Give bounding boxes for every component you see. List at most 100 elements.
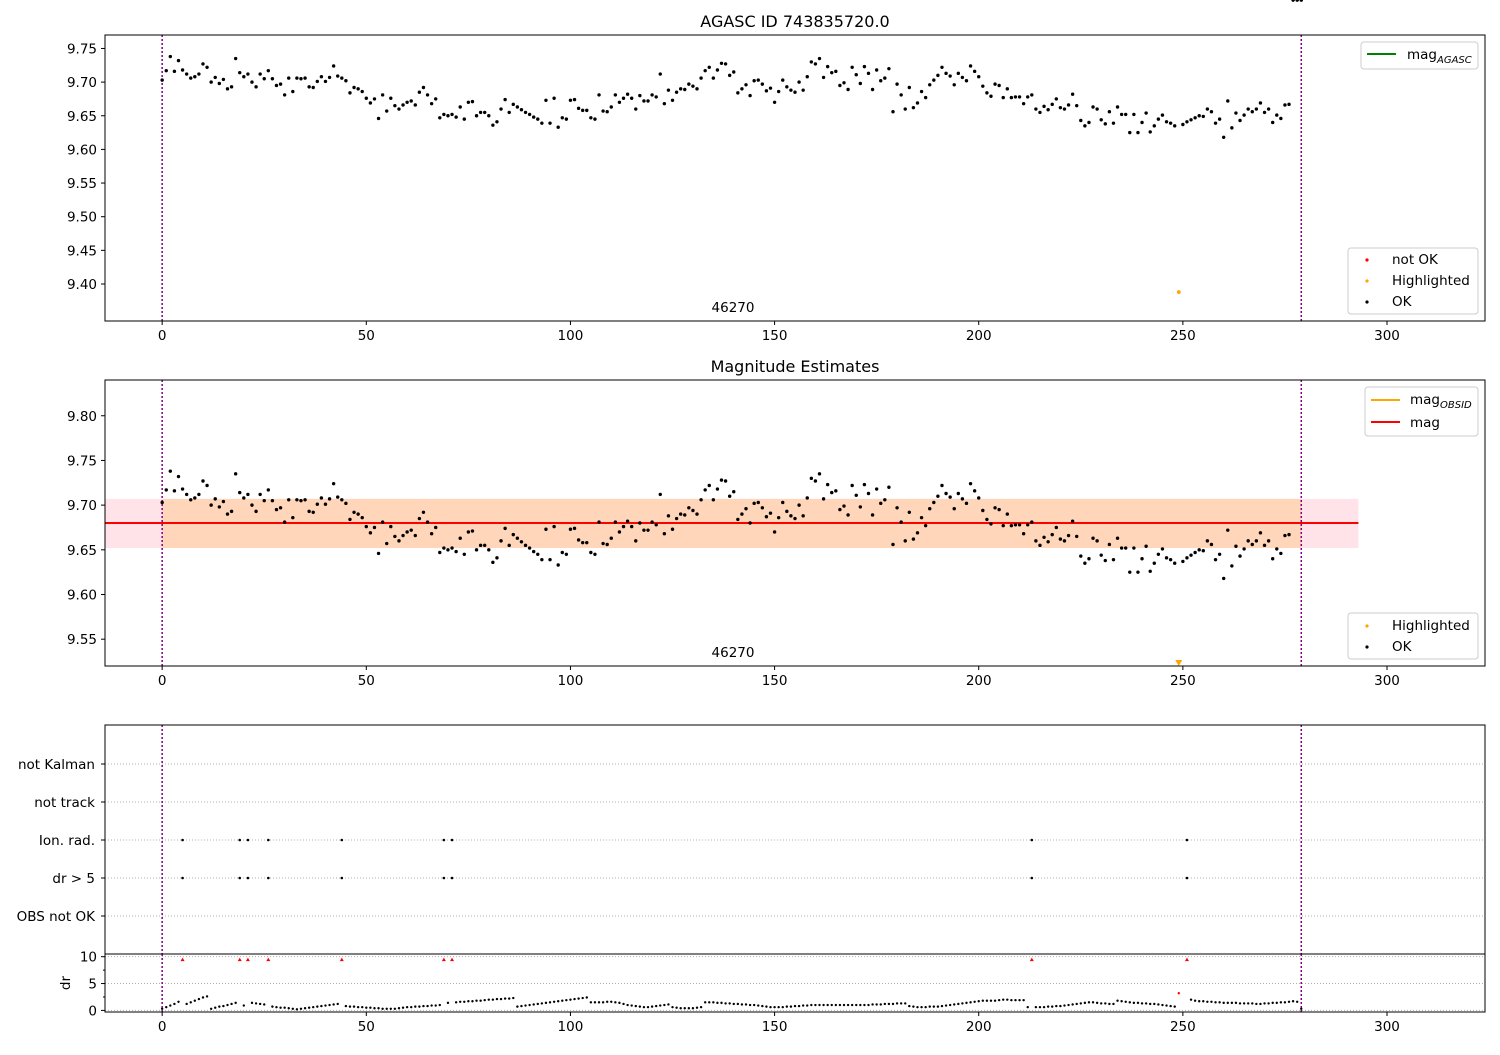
ok-point [1070, 92, 1075, 96]
ok-point [862, 64, 867, 69]
ok-point [336, 495, 340, 499]
ok-point [589, 116, 593, 120]
ok-point [981, 508, 985, 513]
ok-point [1079, 554, 1083, 558]
dr-point [1238, 1002, 1242, 1005]
p2-ytick-label: 9.60 [67, 588, 97, 604]
dr-point [577, 997, 580, 1000]
flag-point [267, 876, 270, 880]
ok-point [344, 501, 348, 506]
ok-point [250, 503, 254, 507]
ok-point [891, 542, 895, 547]
ok-point [536, 552, 540, 556]
ok-point [993, 82, 997, 86]
dr-point [463, 1000, 466, 1003]
dr-point [495, 997, 499, 1001]
p2-ytick-label: 9.70 [67, 498, 97, 514]
ok-point [1246, 107, 1250, 111]
p4-xtick-label: 200 [966, 1019, 992, 1035]
ok-point [327, 497, 332, 501]
ok-point [748, 93, 752, 98]
dr-point [1120, 1000, 1123, 1003]
ok-point [1275, 547, 1279, 551]
ok-point [915, 531, 920, 535]
flag-point [246, 876, 250, 880]
ok-point [580, 108, 585, 113]
ok-point [662, 532, 667, 536]
ok-point [438, 116, 442, 120]
ok-point [719, 478, 724, 482]
ok-point [466, 530, 471, 534]
dr-point [1132, 1001, 1136, 1005]
ok-point [895, 82, 899, 86]
ok-point [1160, 547, 1165, 551]
flag-point [181, 838, 184, 842]
dr-point [250, 1001, 254, 1005]
ok-point [1262, 543, 1267, 548]
ok-point [1030, 93, 1034, 97]
dr-point [369, 1006, 372, 1009]
ok-point [1295, 0, 1299, 2]
ok-point [417, 90, 422, 94]
ok-point [654, 523, 658, 527]
ok-point [915, 101, 920, 105]
dr-point [589, 1001, 593, 1004]
ok-point [1075, 534, 1079, 539]
ok-point [956, 71, 961, 76]
ok-point [1066, 533, 1071, 538]
ok-point [797, 80, 801, 84]
ok-point [1181, 559, 1185, 564]
ok-point [580, 540, 585, 545]
dr-point [1246, 1002, 1250, 1005]
ok-point [503, 97, 507, 102]
ok-point [307, 509, 311, 514]
ok-point [511, 532, 515, 537]
dr-point [683, 1007, 686, 1010]
ok-point [1132, 546, 1136, 550]
dr-point [712, 1001, 715, 1004]
ok-point [458, 536, 462, 540]
ok-point [1262, 110, 1267, 115]
dr-point [1104, 1002, 1107, 1005]
ok-point [813, 62, 818, 66]
ok-point [1283, 103, 1287, 107]
ok-point [1213, 121, 1218, 125]
dr-point [1267, 1002, 1270, 1005]
ok-point [940, 65, 944, 70]
ok-point [944, 491, 948, 496]
ok-point [217, 81, 222, 86]
ok-point [1091, 536, 1095, 540]
ok-point [238, 490, 242, 495]
dr-point [1112, 1002, 1115, 1006]
ok-point [899, 93, 903, 97]
dr-point [479, 999, 482, 1002]
legend-mag-label: mag [1410, 415, 1440, 431]
ok-point [1124, 112, 1128, 117]
p1-ytick-label: 9.50 [67, 210, 97, 226]
dr-point [291, 1007, 295, 1010]
dr-point [205, 995, 209, 998]
ok-point [638, 521, 642, 525]
dr-point [887, 1002, 891, 1006]
ok-point [683, 87, 687, 92]
ok-point [1213, 557, 1218, 562]
ok-point [642, 528, 646, 532]
ok-point [903, 539, 907, 543]
ok-point [180, 487, 185, 491]
dr-point [989, 999, 993, 1002]
ok-point [184, 492, 189, 497]
dr-point [1063, 1004, 1066, 1007]
ok-point [756, 500, 760, 505]
ok-point [1291, 0, 1295, 2]
ok-point [879, 79, 883, 83]
legend-mag-obsid-sub: OBSID [1440, 400, 1472, 411]
dr-point [405, 1005, 409, 1009]
dr-point [810, 1003, 813, 1007]
ok-point [291, 515, 295, 520]
ok-point [1042, 104, 1046, 109]
dr-point [299, 1007, 303, 1010]
ok-point [1201, 549, 1205, 553]
ok-point [1160, 113, 1165, 117]
ok-point [1128, 130, 1132, 135]
